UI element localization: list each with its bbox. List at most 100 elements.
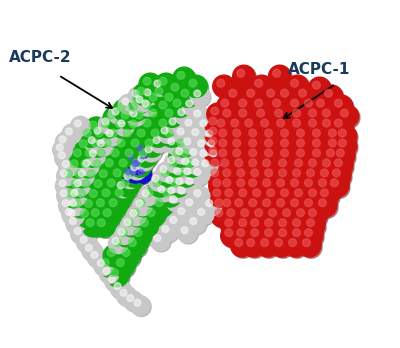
Circle shape <box>207 165 229 187</box>
Circle shape <box>190 218 197 224</box>
Circle shape <box>275 239 282 246</box>
Circle shape <box>334 99 342 107</box>
Circle shape <box>174 168 181 175</box>
Circle shape <box>66 214 86 234</box>
Circle shape <box>179 156 199 175</box>
Circle shape <box>122 170 141 190</box>
Circle shape <box>260 135 283 157</box>
Circle shape <box>166 176 173 183</box>
Circle shape <box>126 106 146 126</box>
Circle shape <box>110 279 130 299</box>
Circle shape <box>142 136 165 159</box>
Circle shape <box>73 149 81 157</box>
Circle shape <box>67 190 74 198</box>
Circle shape <box>162 226 169 232</box>
Circle shape <box>264 205 287 227</box>
Circle shape <box>92 125 111 144</box>
Circle shape <box>150 133 169 153</box>
Circle shape <box>182 195 202 215</box>
Circle shape <box>306 206 328 228</box>
Circle shape <box>181 227 188 234</box>
Circle shape <box>130 169 136 175</box>
Circle shape <box>173 99 181 107</box>
Circle shape <box>290 155 313 177</box>
Circle shape <box>236 216 258 238</box>
Circle shape <box>68 187 88 207</box>
Circle shape <box>232 196 254 219</box>
Circle shape <box>254 106 276 129</box>
Circle shape <box>316 165 339 187</box>
Circle shape <box>235 159 243 167</box>
Circle shape <box>99 135 122 157</box>
Circle shape <box>58 167 78 187</box>
Circle shape <box>114 283 121 290</box>
Circle shape <box>245 119 253 127</box>
Circle shape <box>72 167 95 189</box>
Circle shape <box>288 77 310 99</box>
Circle shape <box>169 159 177 167</box>
Circle shape <box>276 125 299 147</box>
Circle shape <box>251 229 258 237</box>
Circle shape <box>75 136 98 158</box>
Circle shape <box>249 129 256 137</box>
Circle shape <box>206 200 213 207</box>
Circle shape <box>260 156 282 179</box>
Circle shape <box>127 294 134 301</box>
Circle shape <box>205 143 227 165</box>
Circle shape <box>86 146 105 166</box>
Circle shape <box>239 189 247 197</box>
Circle shape <box>217 119 225 127</box>
Circle shape <box>308 109 316 117</box>
Circle shape <box>147 125 169 147</box>
Circle shape <box>278 136 300 159</box>
Circle shape <box>80 209 88 218</box>
Circle shape <box>67 176 90 198</box>
Circle shape <box>86 187 109 209</box>
Circle shape <box>185 159 193 167</box>
Circle shape <box>153 179 161 187</box>
Circle shape <box>234 66 256 89</box>
Circle shape <box>56 176 75 196</box>
Circle shape <box>119 229 127 237</box>
Circle shape <box>264 86 286 109</box>
Circle shape <box>114 136 137 159</box>
Circle shape <box>130 296 150 315</box>
Circle shape <box>243 235 265 257</box>
Circle shape <box>116 226 139 248</box>
Circle shape <box>286 236 308 258</box>
Circle shape <box>98 117 121 140</box>
Circle shape <box>66 207 86 227</box>
Circle shape <box>106 130 113 137</box>
Circle shape <box>291 79 298 87</box>
Circle shape <box>328 139 336 147</box>
Circle shape <box>316 196 338 219</box>
Circle shape <box>83 216 106 238</box>
Circle shape <box>110 269 118 276</box>
Circle shape <box>127 169 135 177</box>
Circle shape <box>104 246 127 268</box>
Circle shape <box>198 156 218 176</box>
Circle shape <box>211 107 219 115</box>
Circle shape <box>206 130 213 137</box>
Circle shape <box>168 138 175 145</box>
Circle shape <box>272 236 294 258</box>
Circle shape <box>237 69 245 77</box>
Circle shape <box>134 85 157 107</box>
Circle shape <box>182 158 189 165</box>
Circle shape <box>145 89 167 111</box>
Circle shape <box>276 135 299 157</box>
Circle shape <box>215 209 223 217</box>
Circle shape <box>322 86 344 109</box>
Circle shape <box>184 138 191 145</box>
Circle shape <box>94 146 117 168</box>
Circle shape <box>140 74 163 97</box>
Circle shape <box>129 158 145 174</box>
Circle shape <box>312 129 320 137</box>
Circle shape <box>89 156 112 178</box>
Circle shape <box>100 206 123 228</box>
Circle shape <box>105 195 128 217</box>
Circle shape <box>320 116 342 139</box>
Circle shape <box>88 206 111 228</box>
Circle shape <box>302 226 324 248</box>
Circle shape <box>99 205 122 227</box>
